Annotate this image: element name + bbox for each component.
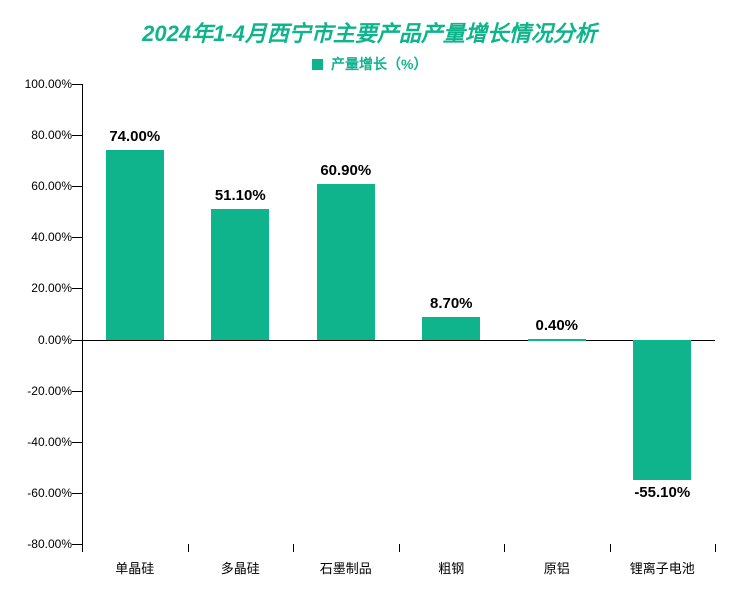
- y-tick-label: 40.00%: [14, 230, 72, 244]
- y-tick: [72, 135, 82, 136]
- x-axis-label: 粗钢: [438, 558, 464, 577]
- y-tick: [72, 442, 82, 443]
- bar: [106, 150, 164, 339]
- x-tick: [610, 544, 611, 552]
- x-axis-label: 单晶硅: [115, 558, 154, 577]
- data-label: -55.10%: [634, 484, 690, 501]
- x-tick: [715, 544, 716, 552]
- y-tick: [72, 237, 82, 238]
- bar: [422, 317, 480, 339]
- chart-title: 2024年1-4月西宁市主要产品产量增长情况分析: [16, 16, 723, 48]
- x-axis-label: 石墨制品: [320, 558, 372, 577]
- legend-swatch: [312, 59, 323, 70]
- y-tick: [72, 340, 82, 341]
- x-tick: [399, 544, 400, 552]
- y-tick: [72, 391, 82, 392]
- y-tick-label: 100.00%: [14, 77, 72, 91]
- y-tick-label: 80.00%: [14, 128, 72, 142]
- y-tick-label: -80.00%: [14, 537, 72, 551]
- y-tick: [72, 84, 82, 85]
- bar: [211, 209, 269, 340]
- bar: [317, 184, 375, 340]
- x-tick: [293, 544, 294, 552]
- y-axis-line: [82, 84, 83, 544]
- bar: [633, 340, 691, 481]
- x-tick: [82, 544, 83, 552]
- plot-area: -80.00%-60.00%-40.00%-20.00%0.00%20.00%4…: [82, 84, 715, 544]
- y-tick: [72, 288, 82, 289]
- y-tick: [72, 493, 82, 494]
- data-label: 51.10%: [215, 187, 266, 204]
- y-tick-label: 20.00%: [14, 281, 72, 295]
- data-label: 74.00%: [109, 128, 160, 145]
- x-tick: [188, 544, 189, 552]
- y-tick-label: -40.00%: [14, 435, 72, 449]
- data-label: 8.70%: [430, 295, 473, 312]
- legend-label: 产量增长（%）: [331, 54, 427, 74]
- y-tick-label: -20.00%: [14, 384, 72, 398]
- y-tick-label: 60.00%: [14, 179, 72, 193]
- y-tick: [72, 186, 82, 187]
- data-label: 0.40%: [535, 317, 578, 334]
- x-tick: [504, 544, 505, 552]
- y-tick: [72, 544, 82, 545]
- x-axis-label: 原铝: [544, 558, 570, 577]
- x-axis-label: 多晶硅: [221, 558, 260, 577]
- chart-container: 2024年1-4月西宁市主要产品产量增长情况分析 产量增长（%） -80.00%…: [0, 0, 741, 594]
- y-tick-label: 0.00%: [14, 333, 72, 347]
- data-label: 60.90%: [320, 162, 371, 179]
- x-axis-label: 锂离子电池: [630, 558, 695, 577]
- legend: 产量增长（%）: [16, 54, 723, 74]
- y-tick-label: -60.00%: [14, 486, 72, 500]
- zero-line: [82, 340, 715, 341]
- bar: [528, 339, 586, 341]
